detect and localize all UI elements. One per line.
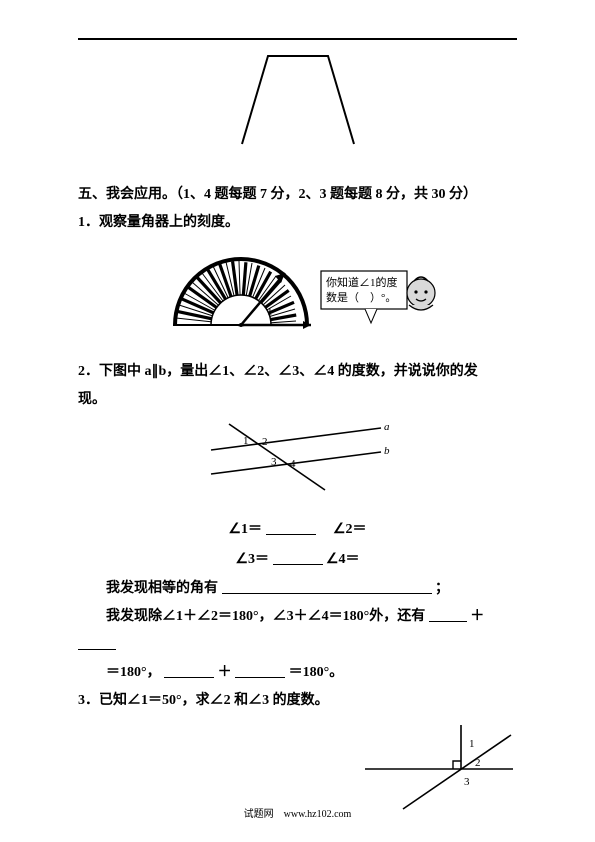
q1-label: 1．观察量角器上的刻度。 (78, 209, 517, 237)
transversal (229, 424, 325, 490)
speech-box: 你知道∠1的度 数是（ ）°。 (321, 271, 407, 323)
q2-finding-sum-line2: ＝180°， ＋ ＝180°。 (78, 659, 517, 687)
svg-text:3: 3 (271, 456, 277, 468)
footer: 试题网 www.hz102.com (0, 805, 595, 820)
svg-text:数是（ ）°。: 数是（ ）°。 (326, 291, 396, 304)
svg-text:2: 2 (475, 757, 481, 769)
q1-figure: 1 你知道∠1的度 数是（ ）°。 (78, 243, 517, 344)
eq180-2: ＝180°。 (289, 665, 344, 680)
a3-label: ∠3＝ (235, 552, 269, 567)
semicolon: ； (435, 581, 449, 596)
svg-text:b: b (384, 445, 390, 457)
q3-label: 3．已知∠1＝50°，求∠2 和∠3 的度数。 (78, 687, 517, 715)
sum-blank-1[interactable] (429, 607, 467, 622)
q2-label-line1: 2．下图中 a∥b，量出∠1、∠2、∠3、∠4 的度数，并说说你的发 (78, 358, 517, 386)
svg-text:a: a (384, 421, 390, 433)
plus-1: ＋ (470, 609, 484, 624)
finding-equal-blank[interactable] (222, 579, 432, 594)
sum-blank-4[interactable] (235, 663, 285, 678)
finding-sum-pre: 我发现除∠1＋∠2＝180°，∠3＋∠4＝180°外，还有 (106, 609, 425, 624)
protractor-body: 1 (173, 259, 311, 329)
svg-text:你知道∠1的度: 你知道∠1的度 (326, 275, 398, 289)
section5-heading: 五、我会应用。（1、4 题每题 7 分，2、3 题每题 8 分，共 30 分） (78, 181, 517, 209)
top-rule (78, 38, 517, 40)
sum-blank-3[interactable] (164, 663, 214, 678)
svg-text:1: 1 (267, 306, 273, 318)
protractor-svg: 1 你知道∠1的度 数是（ ）°。 (159, 243, 437, 339)
svg-text:3: 3 (464, 776, 470, 788)
a2-label: ∠2＝ (333, 522, 367, 537)
q2-answers-row1: ∠1＝ ∠2＝ (78, 515, 517, 545)
a3-blank[interactable] (273, 550, 323, 565)
content: 五、我会应用。（1、4 题每题 7 分，2、3 题每题 8 分，共 30 分） … (78, 52, 517, 818)
eq180-1: ＝180°， (106, 665, 161, 680)
a1-blank[interactable] (266, 520, 316, 535)
sum-blank-2[interactable] (78, 635, 116, 650)
parallel-lines-svg: a b 1 2 3 4 (203, 420, 393, 496)
a4-label: ∠4＝ (326, 552, 360, 567)
q2-figure: a b 1 2 3 4 (78, 420, 517, 501)
trapezoid-svg (233, 52, 363, 148)
q2-answers-row2: ∠3＝ ∠4＝ (78, 545, 517, 575)
svg-text:1: 1 (469, 738, 475, 750)
svg-text:2: 2 (262, 436, 268, 448)
child-icon (407, 277, 435, 310)
q2-finding-sum-line1: 我发现除∠1＋∠2＝180°，∠3＋∠4＝180°外，还有 ＋ (78, 603, 517, 659)
top-trapezoid-figure (78, 52, 517, 153)
intersecting-svg: 1 2 3 (361, 719, 517, 813)
page: 五、我会应用。（1、4 题每题 7 分，2、3 题每题 8 分，共 30 分） … (0, 0, 595, 842)
line-a (211, 428, 381, 450)
q2-finding-equal: 我发现相等的角有 ； (78, 575, 517, 603)
q2-label-line2: 现。 (78, 386, 517, 414)
trapezoid-shape (242, 56, 354, 144)
plus-2: ＋ (218, 665, 232, 680)
a1-label: ∠1＝ (228, 522, 262, 537)
footer-text: 试题网 www.hz102.com (244, 809, 352, 820)
svg-text:1: 1 (243, 435, 249, 447)
finding-equal-text: 我发现相等的角有 (106, 581, 218, 596)
q3-figure: 1 2 3 (78, 719, 517, 818)
svg-text:4: 4 (290, 458, 296, 470)
